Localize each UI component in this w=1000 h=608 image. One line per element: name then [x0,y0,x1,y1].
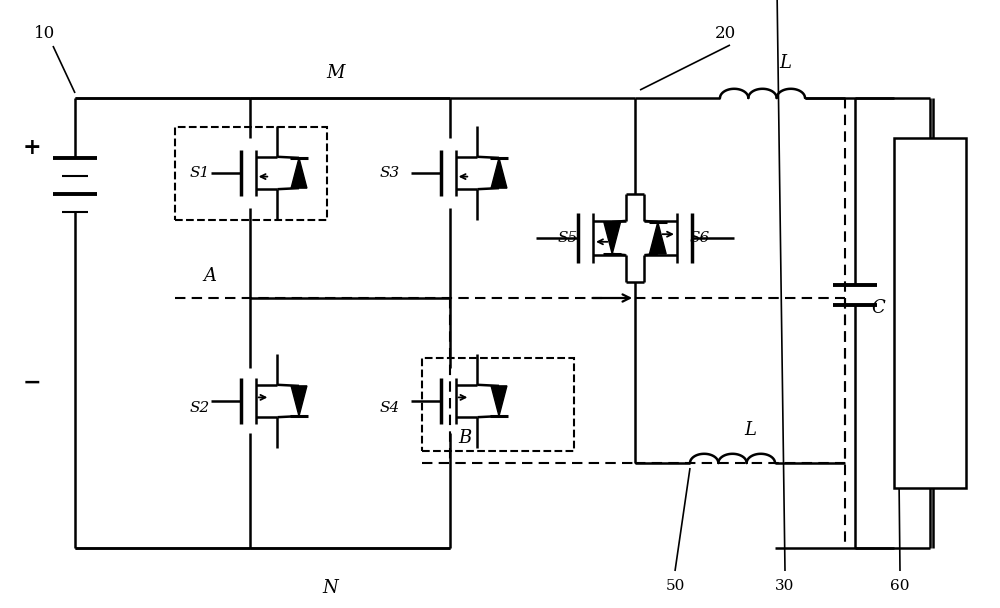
Text: 50: 50 [665,579,685,593]
Bar [894,138,966,488]
Polygon shape [491,158,507,188]
Polygon shape [649,222,666,254]
Text: +: + [23,137,41,159]
Text: M: M [326,64,344,82]
Bar [175,127,327,220]
Bar [422,358,574,451]
Text: C: C [871,299,885,317]
Text: L: L [744,421,756,439]
Text: 10: 10 [34,24,56,41]
Polygon shape [604,222,621,254]
Text: 60: 60 [890,579,910,593]
Text: B: B [458,429,472,447]
Text: S6: S6 [690,231,710,245]
Text: N: N [322,579,338,597]
Text: 20: 20 [714,24,736,41]
Text: A: A [204,267,216,285]
Polygon shape [291,158,307,188]
Text: S2: S2 [190,401,210,415]
Text: S3: S3 [380,166,400,180]
Polygon shape [291,386,307,416]
Polygon shape [491,386,507,416]
Text: L: L [779,54,791,72]
Text: S1: S1 [190,166,210,180]
Text: S5: S5 [558,231,578,245]
Text: 30: 30 [775,579,795,593]
Text: S4: S4 [380,401,400,415]
Text: 负载: 负载 [919,304,941,322]
Text: −: − [23,372,41,394]
